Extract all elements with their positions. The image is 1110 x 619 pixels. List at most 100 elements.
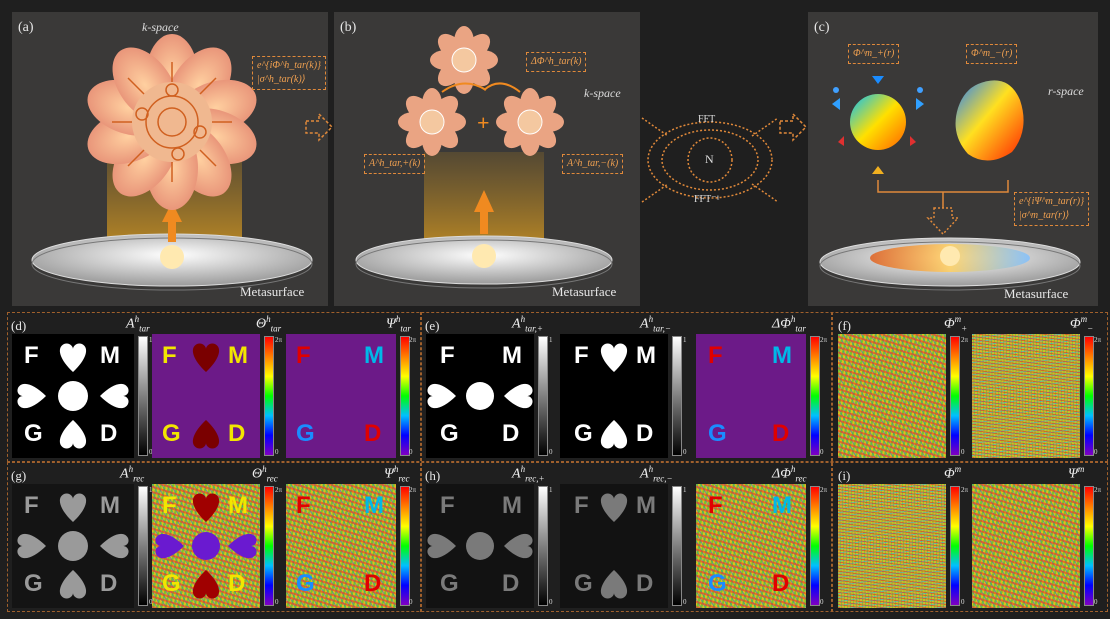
colorbar-d3-bottom: 0 (409, 448, 413, 456)
panel-e-title-2: Ahtar,− (640, 314, 671, 334)
ifft-label: FFT⁻¹ (694, 194, 720, 205)
divider-d-e (420, 312, 422, 612)
colorbar-f1-bottom: 0 (961, 448, 965, 456)
letter-d: D (772, 570, 790, 597)
panel-g-title-3: Ψhrec (384, 464, 410, 484)
letter-g: G (440, 420, 459, 447)
letter-d: D (228, 570, 246, 597)
panel-g-theta-image: F M G D (152, 484, 260, 608)
colorbar-h1-bottom: 0 (549, 598, 553, 606)
panel-c: (c) Φ^m_+(r) Φ^m_−(r) r-space e^{iΨ^m_ta… (808, 12, 1098, 306)
colorbar-f1 (950, 336, 960, 456)
letter-m: M (502, 492, 522, 519)
letter-g: G (708, 570, 727, 597)
colorbar-g1-top: 1 (149, 486, 153, 494)
letter-g: G (574, 570, 593, 597)
row-targets (7, 312, 1108, 462)
panel-c-illustration (819, 76, 1081, 291)
panel-c-box-left: Φ^m_+(r) (848, 44, 900, 64)
panel-f-title-1: Φm+ (944, 314, 968, 334)
letter-m: M (636, 492, 656, 519)
fft-label: FFT (698, 114, 716, 125)
panel-e-amplitude-minus-image: F M G D (560, 334, 668, 458)
letter-m: M (364, 342, 384, 369)
colorbar-h3-top: 2π (820, 486, 828, 494)
colorbar-i2 (1084, 486, 1094, 606)
panel-a-metasurface-label: Metasurface (240, 284, 305, 299)
panel-f-title-2: Φm− (1070, 314, 1094, 334)
letter-g: G (708, 420, 727, 447)
colorbar-i1-bottom: 0 (961, 598, 965, 606)
panel-h-label: (h) (425, 468, 441, 483)
colorbar-i1-top: 2π (961, 486, 969, 494)
colorbar-d2 (264, 336, 274, 456)
panel-g-title-1: Ahrec (120, 464, 145, 484)
letter-d: D (636, 570, 654, 597)
colorbar-e3-top: 2π (820, 336, 828, 344)
letter-g: G (162, 570, 181, 597)
letter-f: F (574, 342, 589, 369)
letter-d: D (100, 420, 118, 447)
colorbar-f1-top: 2π (961, 336, 969, 344)
panel-c-space-label: r-space (1048, 84, 1084, 98)
panel-g-title-2: Θhrec (252, 464, 278, 484)
panel-h-amplitude-plus-image: F M G D (426, 484, 534, 608)
panel-a-box-line2: |σ^h_tar(k)⟩ (257, 74, 306, 85)
colorbar-i2-top: 2π (1094, 486, 1102, 494)
letter-m: M (100, 492, 120, 519)
panel-b-space-label: k-space (584, 86, 621, 100)
colorbar-h2-bottom: 0 (683, 598, 687, 606)
panel-f-phi-plus-image (838, 334, 946, 458)
letter-g: G (296, 570, 315, 597)
letter-g: G (24, 420, 43, 447)
heart-symbols (427, 532, 533, 560)
panel-b-illustration (355, 26, 613, 289)
letter-f: F (440, 342, 455, 369)
heart-symbols (600, 493, 628, 599)
panel-b-metasurface-label: Metasurface (552, 284, 617, 299)
panel-e-amplitude-plus-image: F M G D (426, 334, 534, 458)
panel-i-label: (i) (838, 468, 851, 483)
colorbar-h3-bottom: 0 (820, 598, 824, 606)
heart-symbols (17, 493, 129, 599)
colorbar-h1 (538, 486, 548, 606)
colorbar-f2 (1084, 336, 1094, 456)
colorbar-d3 (400, 336, 410, 456)
panel-h-title-1: Ahrec,+ (512, 464, 545, 484)
panel-a-illustration (31, 34, 313, 291)
colorbar-g2-top: 2π (275, 486, 283, 494)
arrow-a-to-b-icon (305, 112, 334, 142)
panel-b-box-left: A^h_tar,+(k) (364, 154, 426, 174)
letter-m: M (502, 342, 522, 369)
panel-c-metasurface-label: Metasurface (1004, 286, 1069, 301)
letter-g: G (440, 570, 459, 597)
divider-e-f (831, 312, 833, 612)
panel-g-psi-image: F M G D (286, 484, 396, 608)
panel-i-psi-image (972, 484, 1080, 608)
fft-diagram: FFT N FFT⁻¹ (640, 110, 780, 210)
panel-d-title-3: Ψhtar (386, 314, 411, 334)
colorbar-d3-top: 2π (409, 336, 417, 344)
letter-f: F (24, 342, 39, 369)
colorbar-e3 (810, 336, 820, 456)
letter-f: F (574, 492, 589, 519)
colorbar-e2-top: 1 (683, 336, 687, 344)
colorbar-f2-top: 2π (1094, 336, 1102, 344)
colorbar-e2-bottom: 0 (683, 448, 687, 456)
heart-symbols (155, 493, 257, 599)
panel-c-box-line1: e^{iΨ^m_tar(r)} (1019, 196, 1085, 207)
letter-m: M (772, 342, 792, 369)
row-reconstructions (7, 462, 1108, 612)
panel-b: (b) ΔΦ^h_tar(k) k-space + A^h_tar,+(k) A… (334, 12, 640, 306)
panel-i-title-1: Φm (944, 464, 962, 482)
letter-f: F (162, 492, 177, 519)
panel-b-label: (b) (340, 20, 357, 35)
colorbar-h2-top: 1 (683, 486, 687, 494)
letter-d: D (228, 420, 246, 447)
colorbar-d1-top: 1 (149, 336, 153, 344)
colorbar-i2-bottom: 0 (1094, 598, 1098, 606)
panel-h-delta-phi-image: F M G D (696, 484, 806, 608)
heart-symbols (17, 343, 129, 449)
letter-f: F (708, 342, 723, 369)
colorbar-i1 (950, 486, 960, 606)
